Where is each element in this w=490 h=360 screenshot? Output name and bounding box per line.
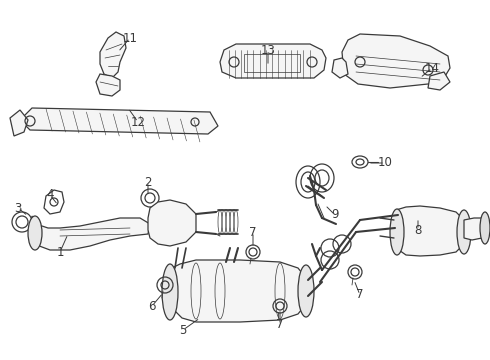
Ellipse shape — [390, 209, 404, 255]
Polygon shape — [428, 72, 450, 90]
Text: 13: 13 — [261, 44, 275, 57]
Text: 7: 7 — [249, 225, 257, 238]
Ellipse shape — [480, 212, 490, 244]
Text: 12: 12 — [130, 116, 146, 129]
Polygon shape — [96, 74, 120, 96]
Text: 7: 7 — [356, 288, 364, 302]
Text: 11: 11 — [122, 31, 138, 45]
Ellipse shape — [162, 264, 178, 320]
Polygon shape — [342, 34, 450, 88]
Polygon shape — [464, 218, 486, 240]
Text: 5: 5 — [179, 324, 187, 337]
Polygon shape — [165, 260, 308, 322]
Text: 3: 3 — [14, 202, 22, 215]
Ellipse shape — [298, 265, 314, 317]
Text: 1: 1 — [56, 246, 64, 258]
Polygon shape — [394, 206, 466, 256]
Text: 8: 8 — [415, 224, 422, 237]
Text: 9: 9 — [331, 208, 339, 221]
Text: 7: 7 — [276, 319, 284, 332]
Polygon shape — [332, 58, 348, 78]
Text: 10: 10 — [378, 157, 392, 170]
Polygon shape — [100, 32, 126, 78]
Polygon shape — [148, 200, 196, 246]
Polygon shape — [20, 108, 218, 134]
Ellipse shape — [28, 216, 42, 250]
Polygon shape — [220, 44, 326, 78]
Text: 6: 6 — [148, 300, 156, 312]
Text: 14: 14 — [424, 62, 440, 75]
Text: 2: 2 — [144, 175, 152, 189]
Polygon shape — [30, 216, 150, 250]
Polygon shape — [10, 110, 28, 136]
Text: 4: 4 — [46, 189, 54, 202]
Ellipse shape — [457, 210, 471, 254]
